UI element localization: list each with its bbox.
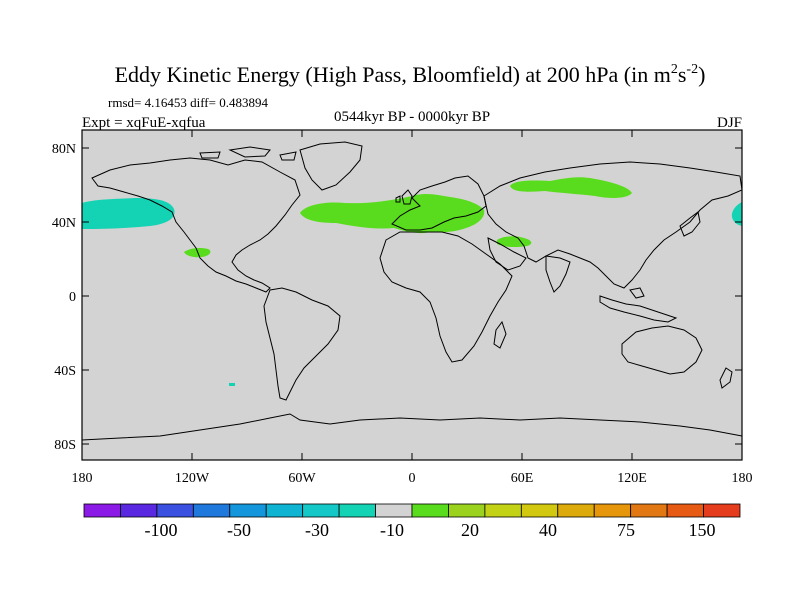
coastline-asia — [483, 161, 743, 289]
x-tick-label: 0 — [409, 471, 416, 486]
colorbar-box — [484, 503, 522, 518]
map-panel — [81, 129, 743, 461]
x-tick-label: 120W — [175, 471, 210, 486]
colorbar-boxes — [83, 503, 741, 518]
coastline-antarctica — [81, 413, 743, 441]
x-axis: 180 120W 60W 0 60E 120E 180 — [72, 130, 753, 486]
season-label: DJF — [717, 115, 742, 131]
colorbar-box — [265, 503, 304, 518]
colorbar-box — [192, 503, 231, 518]
coastline-arctic-islands — [199, 146, 297, 161]
colorbar-box — [120, 503, 158, 518]
coastline-madagascar — [493, 320, 507, 349]
positive-anomaly-east-pacific — [184, 248, 211, 258]
colorbar-box — [593, 503, 632, 518]
coastlines — [81, 141, 743, 441]
colorbar-label: -30 — [305, 520, 329, 540]
colorbar-box — [83, 503, 121, 518]
map-background — [82, 130, 742, 460]
colorbar-label: 40 — [539, 520, 557, 540]
y-axis: 80N 40N 0 40S 80S — [52, 142, 742, 453]
negative-anomaly-small-patch — [229, 383, 235, 386]
experiment-label: Expt = xqFuE-xqfua — [82, 115, 206, 131]
coastline-india — [545, 255, 571, 293]
colorbar-label: -50 — [227, 520, 251, 540]
coastline-north-america — [91, 157, 301, 293]
colorbar-label: -100 — [145, 520, 178, 540]
colorbar-box — [302, 503, 340, 518]
coastline-australia — [621, 325, 703, 375]
coastline-japan — [679, 211, 701, 237]
coastline-indonesia — [599, 287, 678, 323]
colorbar-box — [375, 503, 413, 518]
y-tick-label: 0 — [69, 290, 76, 305]
rmsd-diff-label: rmsd= 4.16453 diff= 0.483894 — [108, 95, 268, 110]
figure-title: Eddy Kinetic Energy (High Pass, Bloomfie… — [115, 62, 706, 87]
colorbar-box — [703, 503, 741, 518]
coastline-new-zealand — [719, 367, 733, 389]
colorbar-box — [557, 503, 595, 518]
colorbar-box — [630, 503, 668, 518]
colorbar-box — [520, 503, 559, 518]
y-tick-label: 40N — [52, 216, 76, 231]
x-tick-label: 180 — [732, 471, 753, 486]
colorbar-label: 75 — [617, 520, 635, 540]
coastline-british-isles — [395, 189, 413, 205]
colorbar-label: -10 — [380, 520, 404, 540]
y-tick-label: 40S — [54, 364, 76, 379]
colorbar-box — [338, 503, 376, 518]
colorbar-box — [229, 503, 267, 518]
positive-anomaly-central-asia — [510, 177, 632, 198]
anomaly-shading — [82, 177, 742, 386]
coastline-africa — [379, 231, 513, 363]
x-tick-label: 120E — [617, 471, 647, 486]
x-tick-label: 180 — [72, 471, 93, 486]
colorbar-box — [411, 503, 449, 518]
colorbar: -100 -50 -30 -10 20 40 75 150 — [83, 503, 741, 540]
coastline-south-america — [263, 287, 341, 401]
x-tick-label: 60W — [288, 471, 316, 486]
colorbar-box — [156, 503, 194, 518]
x-tick-label: 60E — [511, 471, 534, 486]
negative-anomaly-dateline — [731, 202, 742, 226]
colorbar-box — [666, 503, 704, 518]
coastline-europe — [391, 175, 487, 231]
coastline-greenland — [299, 141, 363, 191]
colorbar-label: 150 — [689, 520, 716, 540]
positive-anomaly-atlantic-europe — [300, 194, 485, 234]
period-label: 0544kyr BP - 0000kyr BP — [334, 109, 490, 125]
colorbar-box — [448, 503, 486, 518]
colorbar-label: 20 — [461, 520, 479, 540]
coastline-arabia — [487, 237, 527, 271]
negative-anomaly-north-pacific — [82, 198, 175, 229]
y-tick-label: 80S — [54, 438, 76, 453]
y-tick-label: 80N — [52, 142, 76, 157]
